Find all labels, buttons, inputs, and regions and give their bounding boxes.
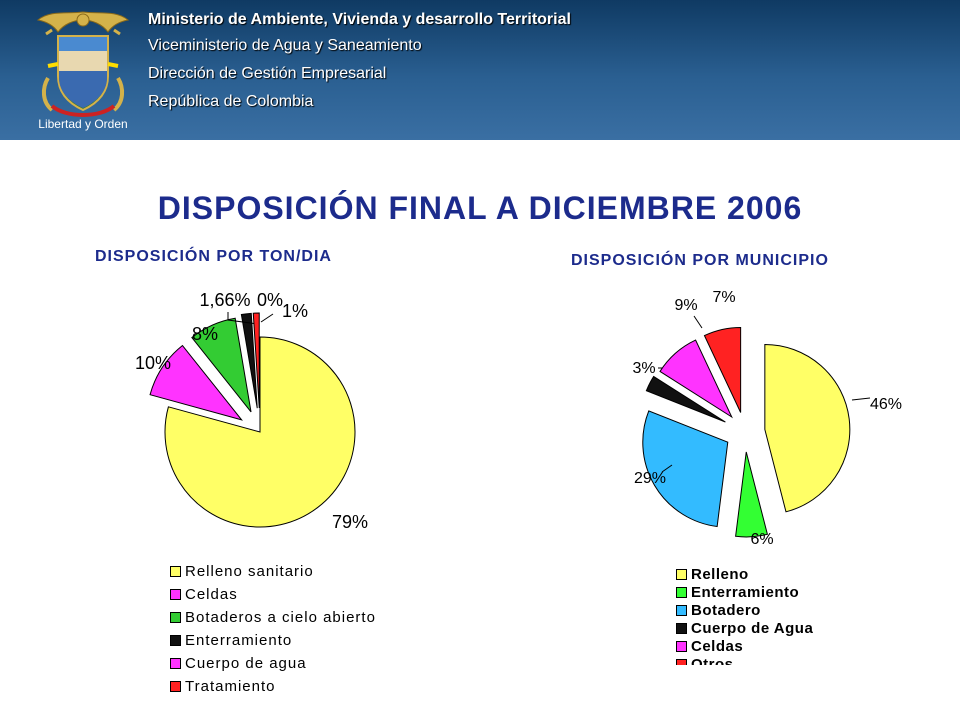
legend2-label-1: Enterramiento [691,583,800,601]
legend1-swatch-0 [170,566,181,577]
legend2-item-0: Relleno [676,565,813,583]
legend1-label-5: Tratamiento [185,678,276,695]
pie1-slice-2 [191,317,252,413]
legend1-swatch-4 [170,658,181,669]
legend1-item-2: Botaderos a cielo abierto [170,606,376,629]
viceministry-name: Viceministerio de Agua y Saneamiento [148,37,422,54]
pie2-slice-5 [703,326,742,413]
country-name: República de Colombia [148,93,314,110]
legend1-label-2: Botaderos a cielo abierto [185,609,376,626]
pie2-value-label-2: 29% [634,470,666,487]
legend2-label-2: Botadero [691,601,761,619]
pie1-slice-0 [164,336,356,528]
pie2-value-label-1: 6% [750,531,773,548]
pie2-slice-2 [642,410,729,528]
legend1-item-4: Cuerpo de agua [170,652,376,675]
legend1-label-0: Relleno sanitario [185,563,314,580]
legend1-item-1: Celdas [170,583,376,606]
legend2-label-4: Celdas [691,637,744,655]
legend1-label-1: Celdas [185,586,238,603]
pie2-value-label-0: 46% [870,396,902,413]
legend2-item-5: Otros [676,655,813,665]
pie1-value-label-5: 1% [282,301,308,321]
pie1-slice-1 [149,344,243,421]
pie1-slice-5 [252,312,260,409]
pie1-value-label-2: 8% [192,324,218,344]
legend2-item-1: Enterramiento [676,583,813,601]
pie2-slice-0 [764,343,851,513]
legend1-item-5: Tratamiento [170,675,376,698]
coat-of-arms-icon: Libertad y Orden [36,11,130,131]
legend2-item-4: Celdas [676,637,813,655]
legend2-label-0: Relleno [691,565,749,583]
legend-ton-dia: Relleno sanitario Celdas Botaderos a cielo… [170,560,376,698]
pie1-value-label-1: 10% [135,353,171,373]
pie2-value-label-4: 9% [674,297,697,314]
legend2-swatch-1 [676,586,687,598]
pie2-leader-2 [661,464,673,473]
pie2-value-label-3: 3% [632,360,655,377]
pie2-leader-4 [693,315,703,329]
pie1-value-label-0: 79% [332,512,368,532]
legend-municipio: Relleno Enterramiento Botadero Cuerpo de Ag… [676,565,813,665]
pie2-value-label-5: 7% [712,289,735,306]
crest-caption: Libertad y Orden [38,117,127,131]
pie2-leader-0 [851,397,871,401]
legend1-item-3: Enterramiento [170,629,376,652]
chart2-title: DISPOSICIÓN POR MUNICIPIO [571,252,829,269]
pie1-leader-5 [260,313,274,323]
page-title: DISPOSICIÓN FINAL A DICIEMBRE 2006 [157,190,803,226]
pie1-slice-3 [240,312,258,409]
legend1-label-4: Cuerpo de agua [185,655,307,672]
pie-chart-municipio: 46% 6% 29% 3% 9% 7% [632,289,902,548]
legend2-swatch-3 [676,622,687,634]
legend2-label-5: Otros [691,655,734,666]
ministry-name: Ministerio de Ambiente, Vivienda y desar… [148,11,571,28]
pie1-leader-3 [227,312,259,325]
pie1-value-label-4: 0% [257,290,283,310]
pie1-value-label-3: 1,66% [199,290,250,310]
legend2-swatch-4 [676,640,687,652]
legend1-item-0: Relleno sanitario [170,560,376,583]
legend1-swatch-1 [170,589,181,600]
legend2-label-3: Cuerpo de Agua [691,619,814,637]
legend2-swatch-0 [676,568,687,580]
chart1-title: DISPOSICIÓN POR TON/DIA [95,248,332,265]
legend1-swatch-2 [170,612,181,623]
directorate-name: Dirección de Gestión Empresarial [148,65,387,82]
legend1-swatch-5 [170,681,181,692]
legend1-label-3: Enterramiento [185,632,293,649]
legend2-swatch-5 [676,658,687,665]
header-banner: Libertad y Orden Ministerio de Ambiente,… [0,0,960,140]
legend1-swatch-3 [170,635,181,646]
pie-chart-ton-dia: 79% 10% 8% 1,66% 0%1% [135,290,368,532]
pie2-slice-1 [735,451,769,538]
legend2-item-3: Cuerpo de Agua [676,619,813,637]
legend2-swatch-2 [676,604,687,616]
pie2-slice-3 [645,375,726,423]
pie2-slice-4 [659,339,733,419]
legend2-item-2: Botadero [676,601,813,619]
